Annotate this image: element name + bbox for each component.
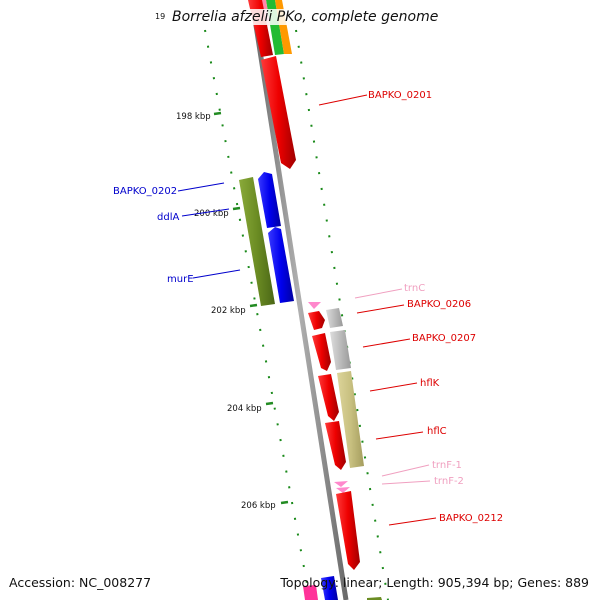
accession-text: Accession: NC_008277	[9, 575, 152, 590]
feature-bottom-pink[interactable]	[303, 585, 318, 600]
ruler: 198 kbp 200 kbp 202 kbp 204 kbp 206 kbp	[176, 111, 289, 511]
callout-line-ddla	[181, 208, 230, 217]
gene-label-bapko-0202[interactable]: BAPKO_0202	[113, 186, 177, 197]
ruler-tick-198: 198 kbp	[176, 111, 222, 122]
feature-trnc[interactable]	[308, 302, 321, 309]
callout-line-bapko-0207	[362, 338, 411, 348]
gene-label-mure[interactable]: murE	[167, 274, 194, 285]
gene-label-bapko-0201[interactable]: BAPKO_0201	[368, 90, 432, 101]
feature-bapko-0202[interactable]	[258, 172, 281, 228]
ruler-label-200: 200 kbp	[194, 209, 229, 219]
feature-gray-1[interactable]	[326, 308, 343, 328]
ruler-label-202: 202 kbp	[211, 306, 246, 316]
gene-label-bapko-0207[interactable]: BAPKO_0207	[412, 333, 476, 344]
track-guides	[204, 29, 389, 600]
ruler-label-206: 206 kbp	[241, 501, 276, 511]
feature-bapko-0206[interactable]	[308, 311, 325, 330]
feature-hflk[interactable]	[318, 374, 339, 421]
feature-bapko-0207[interactable]	[312, 333, 331, 371]
callout-line-trnf-2	[381, 480, 431, 485]
callout-line-bapko-0202	[177, 182, 225, 192]
gene-label-trnf-2[interactable]: trnF-2	[434, 476, 464, 487]
gene-label-trnc[interactable]: trnC	[404, 283, 425, 294]
gene-label-trnf-1[interactable]: trnF-1	[432, 460, 462, 471]
callout-lines	[177, 94, 437, 526]
callout-line-hflk	[369, 382, 418, 392]
ruler-label-204: 204 kbp	[227, 404, 262, 414]
feature-gray-2[interactable]	[330, 330, 351, 370]
guide-left	[204, 29, 311, 600]
callout-line-hflc	[375, 431, 424, 440]
feature-trnf-2[interactable]	[336, 487, 350, 493]
feature-bapko-0212[interactable]	[336, 491, 360, 570]
ruler-label-partial: 19	[155, 12, 166, 21]
genome-backbone	[249, 0, 349, 600]
feature-bapko-0201[interactable]	[261, 56, 296, 169]
gene-label-hflc[interactable]: hflC	[427, 426, 447, 437]
guide-right	[295, 29, 389, 600]
feature-khaki[interactable]	[337, 371, 364, 468]
genome-title: Borrelia afzelii PKo, complete genome	[171, 9, 440, 25]
gene-label-bapko-0212[interactable]: BAPKO_0212	[439, 513, 503, 524]
callout-line-bapko-0212	[388, 517, 437, 526]
gene-label-ddla[interactable]: ddlA	[157, 212, 179, 223]
ruler-tick-204: 204 kbp	[227, 401, 274, 414]
feature-bottom-olive[interactable]	[367, 597, 382, 600]
feature-trnf-1[interactable]	[334, 481, 348, 487]
callout-line-bapko-0206	[356, 304, 405, 314]
callout-line-trnf-1	[381, 464, 430, 477]
feature-mure[interactable]	[268, 227, 294, 303]
ruler-tick-202: 202 kbp	[211, 303, 258, 316]
ruler-tick-206: 206 kbp	[241, 500, 289, 511]
callout-line-mure	[192, 269, 241, 279]
callout-line-trnc	[354, 288, 403, 299]
ruler-label-198: 198 kbp	[176, 112, 211, 122]
gene-labels: BAPKO_0201 BAPKO_0202 ddlA murE trnC BAP…	[113, 90, 503, 524]
feature-hflc[interactable]	[325, 421, 346, 470]
gene-label-hflk[interactable]: hflK	[420, 378, 440, 389]
callout-line-bapko-0201	[318, 94, 368, 106]
feature-olive-reverse[interactable]	[239, 177, 275, 306]
gene-label-bapko-0206[interactable]: BAPKO_0206	[407, 299, 471, 310]
ruler-tick-200: 200 kbp	[194, 206, 241, 219]
genome-stats-text: Topology: linear; Length: 905,394 bp; Ge…	[280, 575, 589, 590]
feature-bottom-blue[interactable]	[321, 576, 338, 600]
